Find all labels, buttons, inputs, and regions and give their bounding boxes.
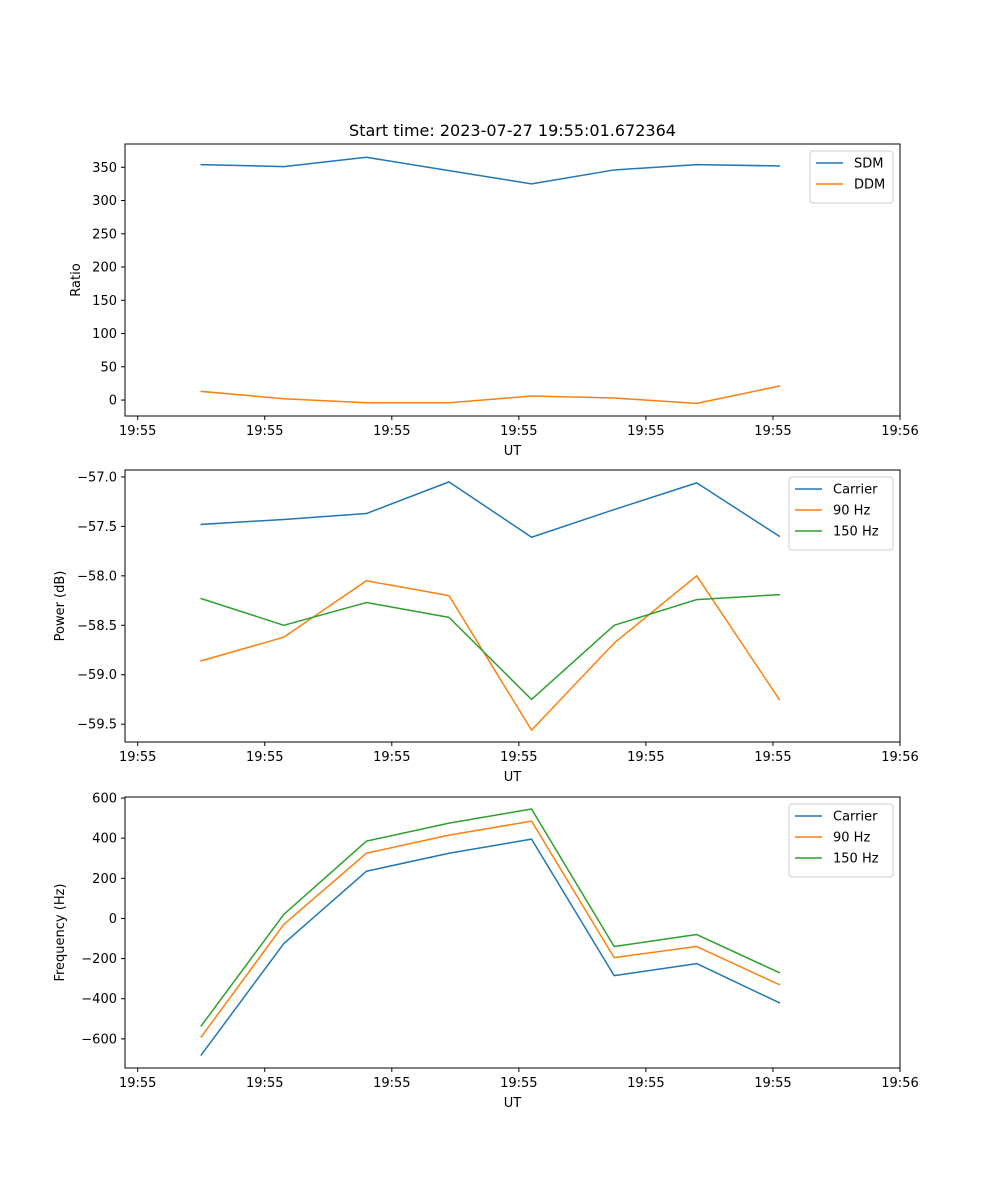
panel3-y-tick-label: −400: [81, 992, 117, 1007]
panel1-x-tick-label: 19:55: [500, 424, 537, 439]
panel2-x-tick-label: 19:56: [881, 750, 918, 765]
panel1-legend-ddm-label: DDM: [854, 178, 885, 193]
panel3-x-tick-label: 19:55: [373, 1076, 410, 1091]
panel3-series-90-hz-line: [200, 820, 781, 1038]
panel1-y-tick-label: 350: [92, 161, 117, 176]
panel3-x-tick-label: 19:55: [627, 1076, 664, 1091]
panel1-x-axis-label: UT: [504, 444, 522, 459]
panel1-y-tick-label: 100: [92, 327, 117, 342]
panel2-x-tick-label: 19:55: [500, 750, 537, 765]
panel1-legend-sdm-label: SDM: [854, 157, 883, 172]
panel3-x-tick-label: 19:55: [500, 1076, 537, 1091]
panel2-series-90-hz-line: [200, 575, 781, 731]
frequency-panel: 19:55 19:55 19:55 19:55 19:55 19:55 19:56 −600 −…: [53, 792, 919, 1111]
panel1-y-axis-label: Ratio: [69, 263, 84, 296]
panel2-y-tick-label: −57.0: [77, 470, 117, 485]
panel3-y-tick-label: 0: [109, 912, 117, 927]
panel1-axes-frame: [124, 143, 901, 417]
panel2-x-tick-label: 19:55: [119, 750, 156, 765]
panel2-x-tick-label: 19:55: [627, 750, 664, 765]
panel3-x-tick-label: 19:56: [881, 1076, 918, 1091]
panel3-x-tick-label: 19:55: [754, 1076, 791, 1091]
panel1-y-tick-label: 150: [92, 294, 117, 309]
panel1-y-tick-label: 250: [92, 227, 117, 242]
ratio-panel: 19:55 19:55 19:55 19:55 19:55 19:55 19:56 0 50 10…: [69, 121, 919, 459]
panel2-series-carrier-line: [200, 481, 781, 539]
panel2-x-tick-label: 19:55: [373, 750, 410, 765]
panel3-x-tick-label: 19:55: [246, 1076, 283, 1091]
panel3-x-tick-label: 19:55: [119, 1076, 156, 1091]
panel2-y-tick-label: −58.0: [77, 569, 117, 584]
power-panel: 19:55 19:55 19:55 19:55 19:55 19:55 19:56 −59.5…: [53, 469, 919, 785]
panel2-y-tick-label: −59.0: [77, 668, 117, 683]
panel3-y-tick-label: 400: [92, 832, 117, 847]
panel2-y-tick-label: −58.5: [77, 619, 117, 634]
panel2-series-150-hz-line: [200, 593, 781, 701]
panel3-legend-90-hz-label: 90 Hz: [833, 831, 870, 846]
panel1-x-tick-label: 19:55: [119, 424, 156, 439]
panel2-x-tick-label: 19:55: [246, 750, 283, 765]
panel2-legend-carrier-label: Carrier: [833, 483, 878, 498]
panel3-legend-150-hz-label: 150 Hz: [833, 852, 879, 867]
panel1-x-tick-label: 19:55: [627, 424, 664, 439]
panel2-x-tick-label: 19:55: [754, 750, 791, 765]
panel1-x-tick-label: 19:56: [881, 424, 918, 439]
panel3-y-tick-label: −200: [81, 952, 117, 967]
panel3-x-axis-label: UT: [504, 1096, 522, 1111]
panel3-legend-carrier-label: Carrier: [833, 810, 878, 825]
panel3-series-150-hz-line: [200, 808, 781, 1027]
panel1-y-tick-label: 300: [92, 194, 117, 209]
panel2-legend-90-hz-label: 90 Hz: [833, 504, 870, 519]
panel3-y-tick-label: −600: [81, 1032, 117, 1047]
panel1-series-sdm-line: [200, 156, 781, 185]
panel1-x-tick-label: 19:55: [246, 424, 283, 439]
panel3-axes-frame: [124, 796, 901, 1069]
panel3-y-axis-label: Frequency (Hz): [53, 883, 68, 981]
panel1-x-tick-label: 19:55: [373, 424, 410, 439]
panel2-x-axis-label: UT: [504, 770, 522, 785]
panel1-y-tick-label: 0: [109, 394, 117, 409]
panel1-series-ddm-line: [200, 385, 781, 405]
chart-title: Start time: 2023-07-27 19:55:01.672364: [349, 121, 676, 140]
panel2-y-tick-label: −59.5: [77, 718, 117, 733]
panel3-y-tick-label: 600: [92, 792, 117, 807]
panel3-series-carrier-line: [200, 838, 781, 1056]
panel2-axes-frame: [124, 469, 901, 743]
panel1-y-tick-label: 50: [100, 360, 117, 375]
panel2-y-tick-label: −57.5: [77, 520, 117, 535]
panel1-y-tick-label: 200: [92, 261, 117, 276]
panel1-legend: [809, 150, 894, 204]
panel3-y-tick-label: 200: [92, 872, 117, 887]
panel2-y-axis-label: Power (dB): [53, 571, 68, 642]
panel1-x-tick-label: 19:55: [754, 424, 791, 439]
panel2-legend-150-hz-label: 150 Hz: [833, 525, 879, 540]
